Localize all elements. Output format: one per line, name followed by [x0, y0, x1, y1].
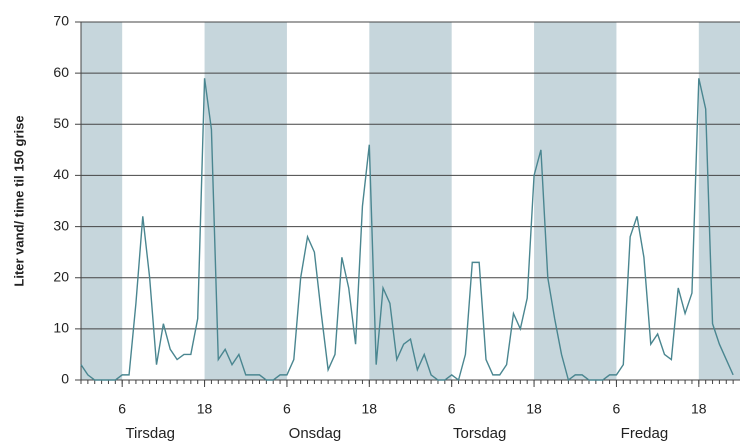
night-band	[369, 22, 452, 380]
y-tick-label: 70	[53, 13, 69, 29]
y-axis-label: Liter vand/ time til 150 grise	[11, 115, 26, 286]
y-tick-label: 20	[53, 268, 69, 284]
night-band	[698, 22, 740, 380]
day-label: Fredag	[621, 425, 669, 442]
night-band	[534, 22, 617, 380]
y-tick-label: 40	[53, 166, 69, 182]
day-label: Tirsdag	[125, 425, 174, 442]
night-band	[204, 22, 287, 380]
x-tick-label: 18	[526, 401, 542, 417]
y-tick-label: 10	[53, 320, 69, 336]
x-tick-label: 18	[362, 401, 378, 417]
y-tick-label: 50	[53, 115, 69, 131]
data-line	[80, 78, 734, 382]
x-tick-label: 18	[691, 401, 707, 417]
x-tick-label: 6	[283, 401, 291, 417]
x-tick-label: 6	[448, 401, 456, 417]
y-tick-label: 60	[53, 64, 69, 80]
x-tick-label: 6	[613, 401, 621, 417]
day-label: Torsdag	[453, 425, 506, 442]
y-tick-label: 0	[61, 371, 69, 387]
x-tick-label: 6	[118, 401, 126, 417]
y-tick-label: 30	[53, 217, 69, 233]
night-band	[81, 22, 123, 380]
x-tick-label: 18	[197, 401, 213, 417]
day-label: Onsdag	[289, 425, 342, 442]
